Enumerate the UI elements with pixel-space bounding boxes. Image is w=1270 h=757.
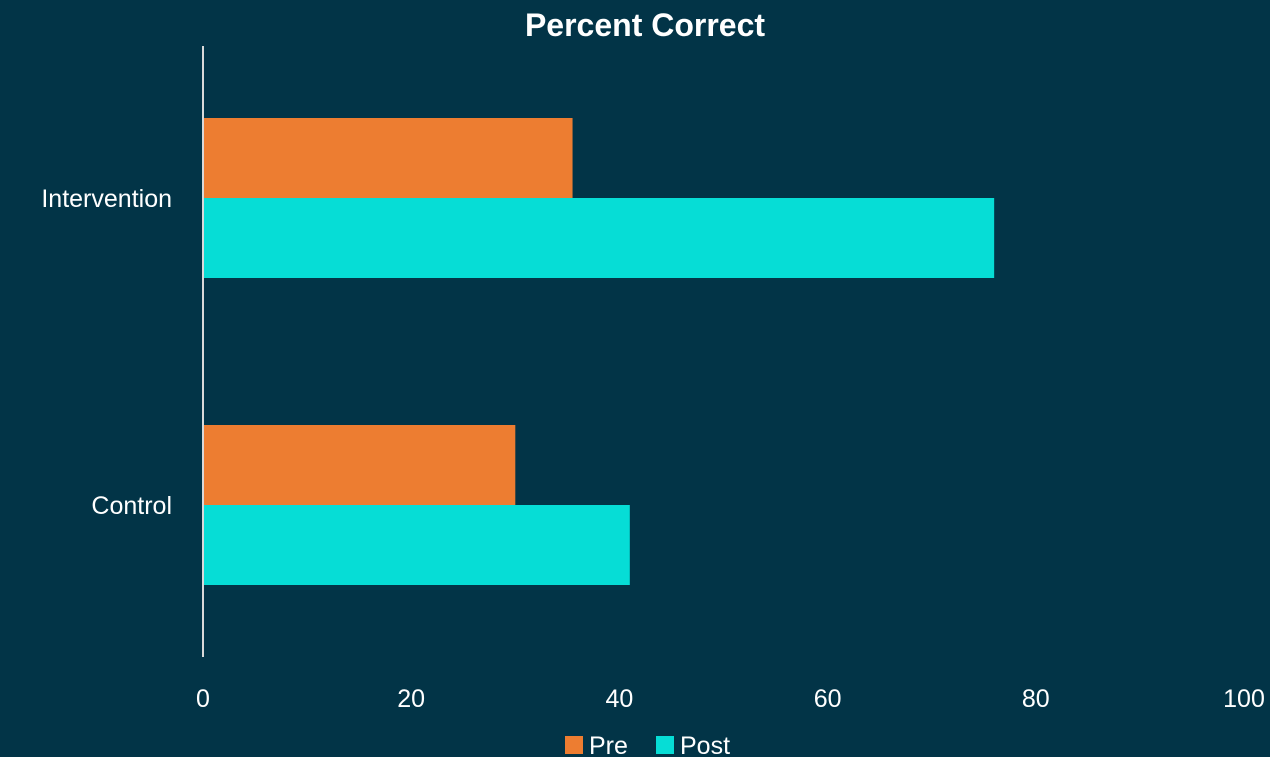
bar-control-post (203, 505, 630, 585)
legend-label-post: Post (680, 732, 730, 757)
x-tick-label: 0 (196, 685, 210, 713)
bars-group (203, 118, 995, 585)
x-tick-label: 40 (605, 685, 633, 713)
legend-swatch-post (656, 736, 674, 754)
bar-intervention-pre (203, 118, 573, 198)
bar-control-pre (203, 425, 516, 505)
legend-swatch-pre (565, 736, 583, 754)
chart-title: Percent Correct (525, 7, 765, 43)
category-labels: Intervention Control (41, 185, 172, 520)
category-label-control: Control (91, 492, 172, 520)
category-label-intervention: Intervention (41, 185, 172, 213)
x-tick-label: 80 (1022, 685, 1050, 713)
legend-label-pre: Pre (589, 732, 628, 757)
x-tick-label: 100 (1223, 685, 1265, 713)
legend: Pre Post (565, 732, 730, 757)
bar-intervention-post (203, 198, 995, 278)
x-tick-labels: 0 20 40 60 80 100 (196, 685, 1265, 713)
x-tick-label: 20 (397, 685, 425, 713)
x-tick-label: 60 (814, 685, 842, 713)
